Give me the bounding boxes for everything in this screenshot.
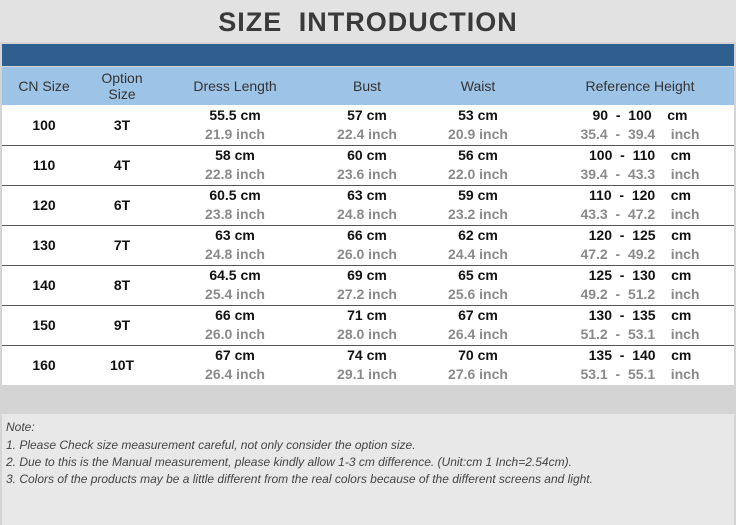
- note-item: 2. Due to this is the Manual measurement…: [6, 455, 572, 469]
- inch-value: 28.0 inch: [337, 326, 397, 342]
- cm-value: 90 - 100 cm: [592, 107, 688, 123]
- note-label: Note:: [6, 420, 35, 434]
- note-item: 1. Please Check size measurement careful…: [6, 438, 416, 452]
- inch-value: 22.0 inch: [448, 166, 508, 182]
- option-size: 10T: [109, 357, 135, 373]
- inch-value: 43.3 - 47.2 inch: [580, 206, 700, 222]
- inch-value: 21.9 inch: [205, 126, 265, 142]
- note-item: 3. Colors of the products may be a littl…: [6, 472, 593, 486]
- inch-value: 25.4 inch: [205, 286, 265, 302]
- cm-value: 63 cm: [215, 227, 255, 243]
- row-divider: [2, 225, 734, 226]
- cm-value: 130 - 135 cm: [588, 307, 692, 323]
- cm-value: 67 cm: [458, 307, 498, 323]
- row-divider: [2, 265, 734, 266]
- column-header: Option Size: [101, 70, 143, 102]
- inch-value: 29.1 inch: [337, 366, 397, 382]
- inch-value: 49.2 - 51.2 inch: [580, 286, 700, 302]
- inch-value: 23.2 inch: [448, 206, 508, 222]
- inch-value: 24.8 inch: [205, 246, 265, 262]
- cm-value: 100 - 110 cm: [589, 147, 691, 163]
- column-header: Dress Length: [193, 78, 277, 94]
- cm-value: 67 cm: [215, 347, 255, 363]
- cm-value: 59 cm: [458, 187, 498, 203]
- cn-size: 130: [32, 237, 56, 253]
- cm-value: 71 cm: [347, 307, 387, 323]
- row-divider: [2, 305, 734, 306]
- banner-band: [2, 44, 734, 66]
- inch-value: 27.6 inch: [448, 366, 508, 382]
- table-body: 100 3T 55.5 cm 21.9 inch 57 cm 22.4 inch 53 cm…: [2, 105, 734, 385]
- option-size: 7T: [113, 237, 131, 253]
- option-size: 8T: [113, 277, 131, 293]
- inch-value: 51.2 - 53.1 inch: [580, 326, 700, 342]
- option-size: 3T: [113, 117, 131, 133]
- column-header: CN Size: [18, 78, 70, 94]
- title: SIZE INTRODUCTION: [0, 0, 736, 42]
- column-header: Reference Height: [585, 78, 695, 94]
- cn-size: 100: [32, 117, 56, 133]
- cm-value: 66 cm: [215, 307, 255, 323]
- inch-value: 22.8 inch: [205, 166, 265, 182]
- cm-value: 64.5 cm: [209, 267, 261, 283]
- cn-size: 160: [32, 357, 56, 373]
- inch-value: 26.0 inch: [337, 246, 397, 262]
- inch-value: 27.2 inch: [337, 286, 397, 302]
- inch-value: 26.4 inch: [205, 366, 265, 382]
- option-size: 6T: [113, 197, 131, 213]
- cm-value: 65 cm: [458, 267, 498, 283]
- cm-value: 63 cm: [347, 187, 387, 203]
- inch-value: 35.4 - 39.4 inch: [580, 126, 700, 142]
- inch-value: 23.6 inch: [337, 166, 397, 182]
- notes: Note: 1. Please Check size measurement c…: [2, 414, 734, 525]
- inch-value: 22.4 inch: [337, 126, 397, 142]
- row-divider: [2, 185, 734, 186]
- inch-value: 47.2 - 49.2 inch: [580, 246, 700, 262]
- cm-value: 69 cm: [347, 267, 387, 283]
- cm-value: 62 cm: [458, 227, 498, 243]
- option-size: 9T: [113, 317, 131, 333]
- cm-value: 70 cm: [458, 347, 498, 363]
- cm-value: 66 cm: [347, 227, 387, 243]
- cm-value: 120 - 125 cm: [588, 227, 692, 243]
- cm-value: 60 cm: [347, 147, 387, 163]
- cn-size: 140: [32, 277, 56, 293]
- inch-value: 39.4 - 43.3 inch: [580, 166, 700, 182]
- cn-size: 110: [32, 157, 56, 173]
- inch-value: 25.6 inch: [448, 286, 508, 302]
- row-divider: [2, 145, 734, 146]
- cm-value: 110 - 120 cm: [589, 187, 691, 203]
- inch-value: 23.8 inch: [205, 206, 265, 222]
- cm-value: 74 cm: [347, 347, 387, 363]
- cm-value: 58 cm: [215, 147, 255, 163]
- inch-value: 26.0 inch: [205, 326, 265, 342]
- cm-value: 55.5 cm: [209, 107, 261, 123]
- column-header: Bust: [352, 78, 381, 94]
- column-header: Waist: [460, 78, 496, 94]
- cm-value: 125 - 130 cm: [588, 267, 692, 283]
- cn-size: 150: [32, 317, 56, 333]
- inch-value: 24.8 inch: [337, 206, 397, 222]
- cm-value: 57 cm: [347, 107, 387, 123]
- inch-value: 53.1 - 55.1 inch: [580, 366, 700, 382]
- cn-size: 120: [32, 197, 56, 213]
- header-row: CN Size Option Size Dress Length Bust Waist R…: [2, 67, 734, 105]
- option-size: 4T: [113, 157, 131, 173]
- cm-value: 60.5 cm: [209, 187, 261, 203]
- inch-value: 20.9 inch: [448, 126, 508, 142]
- cm-value: 53 cm: [458, 107, 498, 123]
- row-divider: [2, 345, 734, 346]
- cm-value: 135 - 140 cm: [588, 347, 692, 363]
- inch-value: 24.4 inch: [448, 246, 508, 262]
- cm-value: 56 cm: [458, 147, 498, 163]
- inch-value: 26.4 inch: [448, 326, 508, 342]
